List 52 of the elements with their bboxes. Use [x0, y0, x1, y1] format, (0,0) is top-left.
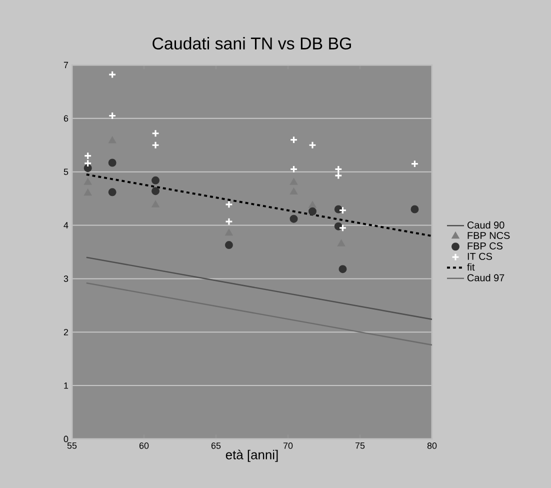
y-tick-label: 3 — [64, 276, 68, 282]
point — [334, 222, 342, 230]
point — [108, 158, 116, 167]
x-tick-label: 75 — [355, 442, 365, 449]
point — [84, 178, 92, 185]
y-tick-label: 6 — [64, 115, 68, 122]
x-tick-label: 55 — [67, 442, 77, 449]
point — [410, 205, 419, 214]
point — [334, 165, 342, 174]
point — [308, 202, 316, 208]
point — [290, 214, 298, 223]
x-tick-label: 70 — [283, 442, 293, 449]
y-tick-label: 5 — [64, 168, 68, 175]
point — [152, 187, 160, 196]
point — [290, 136, 298, 144]
point — [338, 265, 347, 274]
point — [108, 188, 116, 196]
y-tick-label: 7 — [64, 62, 68, 68]
point — [334, 172, 342, 180]
x-tick-label: 65 — [211, 442, 221, 449]
point — [152, 129, 160, 138]
y-tick-label: 2 — [64, 328, 68, 336]
point — [84, 152, 92, 160]
point — [410, 160, 419, 168]
legend-label: FBP NCS — [468, 232, 510, 240]
point — [334, 205, 342, 214]
point — [84, 159, 92, 168]
y-tick-label: 4 — [64, 222, 68, 228]
legend-label: IT CS — [468, 252, 492, 260]
chart-title: Caudati sani TN vs DB BG — [152, 37, 351, 50]
legend-label: Caud 90 — [467, 221, 504, 229]
y-tick-label: 0 — [64, 436, 68, 442]
point — [290, 165, 298, 174]
legend-label: FBP CS — [468, 242, 503, 250]
point — [224, 218, 233, 226]
point — [308, 207, 316, 216]
legend-label: Caud 97 — [467, 274, 504, 282]
point — [338, 224, 347, 232]
point — [338, 206, 347, 214]
point — [152, 176, 160, 184]
point — [224, 241, 233, 250]
point — [308, 141, 316, 150]
point — [108, 112, 116, 120]
x-axis-title: età [anni] — [226, 450, 278, 462]
y-tick-label: 1 — [64, 382, 68, 389]
x-tick-label: 60 — [139, 442, 149, 449]
legend-label: fit — [467, 263, 475, 271]
point — [224, 200, 233, 208]
x-tick-label: 80 — [427, 442, 437, 449]
point — [152, 141, 160, 150]
point — [108, 70, 116, 79]
point — [84, 164, 92, 172]
